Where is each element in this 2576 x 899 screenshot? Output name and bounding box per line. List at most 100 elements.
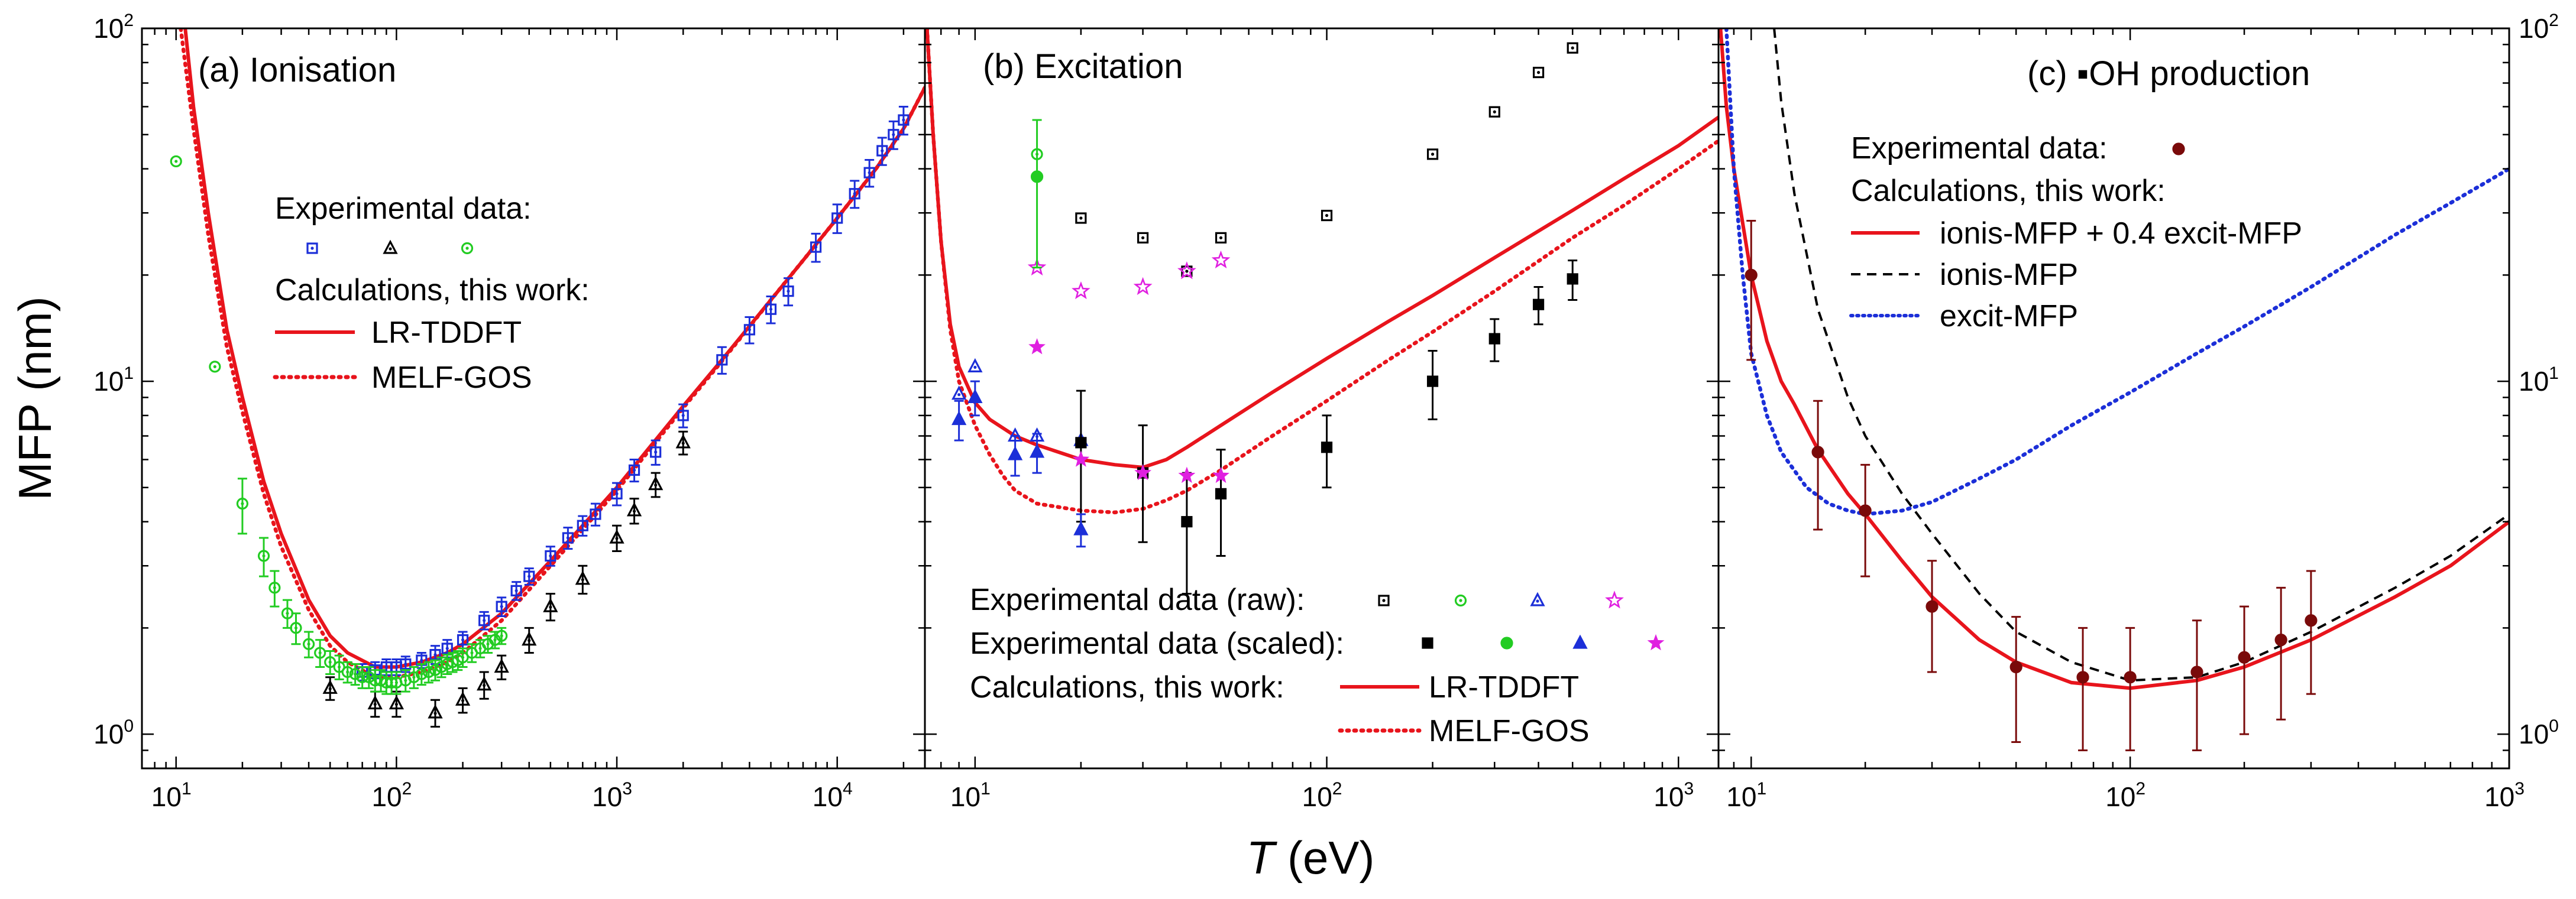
plot-area-c — [1719, 28, 2509, 751]
data-point-a-2-dot — [881, 149, 884, 152]
panel-title-c: (c) ▪OH production — [2027, 54, 2310, 93]
data-point-a-2-dot — [892, 133, 895, 137]
data-point-a-4 — [302, 638, 315, 650]
data-point-b-5 — [1177, 261, 1196, 280]
legend-marker-raw-triangle-b-dot — [1536, 599, 1539, 603]
x-tick-label-a: 104 — [813, 779, 853, 812]
data-point-b-9 — [1028, 338, 1046, 355]
data-point-a-4 — [314, 647, 326, 659]
series-markers-a-4 — [170, 155, 508, 695]
data-point-c-3 — [2305, 614, 2318, 627]
data-point-a-2 — [810, 241, 822, 253]
legend-marker-raw-square-b — [1378, 595, 1390, 606]
data-point-a-4-dot — [294, 626, 298, 630]
x-tick-label-b: 103 — [1653, 779, 1694, 812]
data-point-a-4-dot — [394, 681, 398, 684]
y-axis-title: MFP (nm) — [9, 296, 61, 500]
data-point-a-2-dot — [500, 605, 503, 608]
data-point-a-2 — [716, 354, 728, 366]
series-markers-b-5 — [1027, 250, 1231, 300]
data-point-b-9 — [1212, 466, 1229, 483]
data-point-b-2-dot — [1325, 213, 1329, 218]
legend-label-lrtddft-b: LR-TDDFT — [1429, 670, 1579, 705]
data-point-a-4 — [415, 668, 428, 680]
series-line-b-0 — [925, 28, 1719, 469]
data-point-a-3 — [543, 598, 558, 612]
legend-heading-a: Experimental data: — [275, 192, 532, 226]
y-tick-label-right-c: 101 — [2519, 364, 2559, 397]
data-point-b-2-dot — [1185, 270, 1189, 273]
x-axis-title: T (eV) — [1247, 832, 1375, 884]
data-point-a-2-dot — [720, 358, 724, 362]
data-point-a-2-dot — [384, 665, 388, 669]
data-point-c-3 — [1859, 504, 1872, 517]
legend-b: Experimental data (raw): Experimental da… — [970, 583, 1665, 748]
data-point-a-2-dot — [836, 216, 839, 220]
data-point-a-4-dot — [338, 665, 341, 669]
series-line-c-0 — [1719, 28, 2509, 690]
legend-marker-black-triangle-a-dot — [389, 247, 392, 251]
data-point-a-2 — [611, 488, 623, 499]
legend-a: Experimental data: Calculations, this wo… — [273, 192, 590, 395]
data-point-a-4 — [363, 671, 375, 683]
data-point-a-2-dot — [594, 512, 597, 516]
data-point-a-2 — [849, 188, 860, 200]
data-point-a-4-dot — [404, 679, 407, 682]
data-point-a-2 — [782, 285, 794, 297]
data-point-c-3 — [2009, 660, 2022, 674]
data-point-c-3 — [1745, 268, 1758, 281]
x-axis-variable: T — [1247, 832, 1278, 884]
data-point-a-4 — [496, 629, 508, 642]
data-point-a-3 — [367, 695, 383, 710]
data-point-a-4-dot — [412, 676, 416, 679]
data-point-a-3 — [609, 529, 624, 544]
axes-a: 101 102 103 104 100 101 102 — [93, 11, 926, 812]
data-point-b-4-dot — [973, 365, 977, 369]
data-point-a-2-dot — [769, 307, 773, 311]
data-point-a-4-dot — [273, 586, 276, 589]
data-point-b-4-dot — [957, 393, 961, 397]
data-point-b-6 — [1215, 488, 1227, 499]
series-markers-b-8 — [951, 380, 1089, 548]
data-point-a-4-dot — [241, 502, 244, 505]
data-point-a-2 — [765, 303, 777, 315]
data-point-a-3-dot — [500, 666, 503, 670]
data-point-a-2-dot — [615, 492, 619, 495]
data-point-c-3 — [2076, 671, 2089, 684]
series-line-c-2 — [1724, 28, 2509, 517]
data-point-c-3 — [2190, 666, 2203, 679]
legend-label-ionis-c: ionis-MFP — [1940, 258, 2078, 292]
data-point-a-3 — [477, 676, 492, 691]
legend-scaled-label-b: Experimental data (scaled): — [970, 627, 1344, 661]
data-point-b-6 — [1567, 273, 1578, 285]
data-point-a-3-dot — [632, 509, 636, 513]
data-point-a-2 — [831, 212, 843, 224]
series-markers-b-7 — [1030, 119, 1044, 269]
data-point-b-2 — [1426, 148, 1439, 160]
data-point-c-3 — [2274, 634, 2287, 647]
legend-marker-scaled-square-b — [1422, 637, 1433, 649]
data-point-b-8 — [951, 411, 967, 426]
data-point-b-5 — [1133, 277, 1153, 296]
data-point-a-3-dot — [549, 605, 552, 609]
data-point-c-3 — [1925, 600, 1939, 613]
data-point-a-4-dot — [420, 672, 423, 676]
data-point-a-3-dot — [394, 702, 398, 706]
x-tick-label-b: 102 — [1302, 779, 1342, 812]
panel-oh-production: (c) ▪OH production Experimental data: Ca… — [1717, 11, 2559, 812]
legend-calc-heading-a: Calculations, this work: — [275, 273, 590, 307]
legend-marker-green-circle-a-dot — [465, 246, 469, 250]
data-point-a-3-dot — [328, 687, 332, 690]
data-point-a-3-dot — [581, 578, 584, 582]
data-point-a-4 — [257, 550, 270, 562]
legend-calc-label-b: Calculations, this work: — [970, 670, 1284, 705]
legend-marker-blue-square-a — [306, 242, 318, 254]
data-point-a-4 — [341, 666, 354, 679]
legend-marker-raw-square-b-dot — [1382, 599, 1386, 602]
legend-marker-black-triangle-a — [383, 239, 398, 254]
data-point-b-2 — [1567, 42, 1578, 54]
data-point-b-6 — [1075, 437, 1087, 449]
data-point-a-2 — [523, 570, 535, 582]
